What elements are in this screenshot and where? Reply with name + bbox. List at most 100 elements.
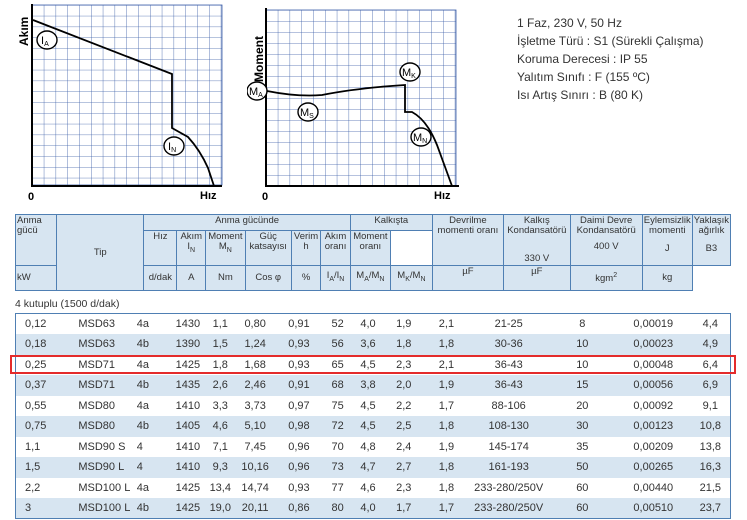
table-cell: 1435 — [170, 375, 206, 396]
moment-curve — [266, 84, 453, 187]
table-cell: 1410 — [175, 399, 201, 412]
table-cell: 2,3 — [396, 481, 412, 494]
table-cell: 1410 — [170, 457, 206, 478]
table-cell: 2,5 — [383, 416, 425, 437]
header-tip: Tip — [56, 214, 145, 291]
table-cell: 0,55 — [25, 399, 47, 412]
table-cell: 3,73 — [244, 399, 266, 412]
x-axis-label: Hız — [434, 190, 451, 202]
table-cell: 0,93 — [288, 481, 310, 494]
table-cell: 88-106 — [491, 399, 526, 412]
table-cell: 7,45 — [244, 440, 266, 453]
table-cell: 4,0 — [360, 318, 376, 330]
table-cell: 72 — [322, 416, 353, 437]
table-cell: MSD — [78, 440, 103, 453]
spec-phase: 1 Faz, 230 V, 50 Hz — [517, 16, 622, 30]
table-cell: 0,93 — [288, 358, 310, 371]
unit-uf-1: µF — [431, 265, 504, 291]
table-cell: 4a — [136, 481, 149, 494]
table-cell: 1,8 — [424, 416, 469, 437]
table-cell: 4,5 — [360, 399, 376, 412]
data-table: 0,12 MSD 63 4a 1430 1,1 0,80 0,91 52 4,0 1,9 2,1 21-… — [15, 313, 731, 519]
table-cell: 4 — [136, 457, 171, 478]
marker-ma: MA — [247, 81, 268, 101]
table-cell: 0,00510 — [616, 498, 691, 519]
grid — [31, 4, 223, 186]
table-cell: 2,0 — [383, 375, 425, 396]
table-cell: 2,2 — [396, 399, 412, 412]
unit-kgm2: kgm2 — [569, 265, 643, 291]
table-cell: 80 — [102, 416, 137, 437]
table-cell: 0,00023 — [616, 334, 691, 355]
marker-ia: IA — [36, 30, 58, 50]
table-cell: 1,7 — [424, 498, 469, 519]
table-cell: 1,9 — [438, 440, 455, 453]
table-cell: 10,16 — [235, 457, 276, 478]
unit-nm: Nm — [205, 265, 246, 291]
table-cell: MSD — [78, 358, 103, 371]
table-cell: MSD — [60, 334, 103, 355]
table-row: 0,75 MSD 80 4b 1405 4,6 5,10 0,98 72 4,5 2,5 1,8 108… — [15, 416, 731, 437]
table-cell: 0,00123 — [616, 416, 691, 437]
table-cell: 1,5 — [205, 334, 236, 355]
table-cell: 0,00440 — [633, 481, 674, 494]
svg-text:MS: MS — [300, 107, 314, 120]
header-guc-katsayisi: Güç katsayısı — [244, 230, 292, 266]
table-row: 0,25 MSD 71 4a 1425 1,8 1,68 0,93 65 4,5 2,3 2,1 36-… — [16, 355, 731, 376]
table-cell: 0,00056 — [616, 375, 691, 396]
table-cell: 6,9 — [690, 375, 731, 396]
table-cell: 63 — [102, 318, 116, 330]
table-cell: 9,1 — [702, 399, 718, 412]
table-cell: 14,74 — [241, 481, 269, 494]
table-cell: 80 — [102, 399, 116, 412]
table-cell: MSD — [78, 318, 103, 330]
table-cell: 145-174 — [488, 440, 529, 453]
table-row: 0,18 MSD 63 4b 1390 1,5 1,24 0,93 56 3,6 1,8 1,8 30-… — [15, 334, 731, 355]
svg-text:IN: IN — [168, 141, 176, 154]
table-cell: 90 L — [102, 457, 137, 478]
moment-speed-chart: Moment Hız 0 MA MS MK MN — [247, 8, 459, 203]
table-cell: 5,10 — [235, 416, 276, 437]
table-cell: 1410 — [175, 440, 201, 453]
marker-ms: MS — [297, 102, 319, 122]
table-cell: 20,11 — [235, 498, 276, 519]
table-cell: 1,8 — [438, 481, 455, 494]
table-cell: 100 L — [102, 481, 131, 494]
header-anma-gucunde: Anma gücünde — [143, 213, 351, 232]
y-axis-label: Akım — [17, 17, 31, 46]
table-cell: 1,8 — [424, 334, 469, 355]
unit-ddak: d/dak — [143, 265, 178, 291]
svg-text:MN: MN — [413, 132, 427, 145]
table-cell: 6,4 — [702, 358, 718, 371]
table-cell: 3,6 — [352, 334, 384, 355]
table-cell: 4,7 — [352, 457, 384, 478]
table-cell: 3,3 — [212, 399, 228, 412]
header-akim-orani: Akım oranı — [320, 230, 351, 266]
spec-list: 1 Faz, 230 V, 50 Hz İşletme Türü : S1 (S… — [517, 14, 704, 104]
table-cell: 1,24 — [235, 334, 276, 355]
table-cell: 16,3 — [690, 457, 731, 478]
table-cell: 71 — [102, 375, 137, 396]
header-agirlik: Yaklaşık ağırlık B3 — [691, 214, 732, 266]
table-row: 0,55 MSD 80 4a 1410 3,3 3,73 0,97 75 4,5 2,2 1,7 88-… — [16, 396, 731, 417]
table-cell: 20 — [576, 399, 589, 412]
table-cell: 13,8 — [699, 440, 721, 453]
table-cell: 1425 — [170, 498, 206, 519]
table-cell: 161-193 — [468, 457, 549, 478]
table-cell: 7,1 — [212, 440, 228, 453]
table-cell: 1,68 — [244, 358, 266, 371]
table-row: 1,5 MSD 90 L 4 1410 9,3 10,16 0,96 73 4,7 2,7 1,8 16… — [15, 457, 731, 478]
highlight-box — [10, 355, 736, 374]
table-row: 3 MSD 100 L 4b 1425 19,0 20,11 0,86 80 4,0 1,7 1,7 2… — [15, 498, 731, 519]
marker-mn: MN — [410, 127, 432, 147]
table-cell: 0,12 — [25, 318, 47, 330]
table-cell: 2,1 — [438, 318, 455, 330]
table-row: 1,1 MSD 90 S 4 1410 7,1 7,45 0,96 70 4,8 2,4 1,9 145… — [16, 437, 731, 458]
table-cell: 0,91 — [275, 375, 323, 396]
table-cell: 4a — [136, 399, 149, 412]
current-curve — [32, 19, 215, 187]
table-cell: 63 — [102, 334, 137, 355]
header-anma-gucu: Anma gücü — [14, 214, 58, 266]
table-cell: 30-36 — [468, 334, 549, 355]
table-cell: MSD — [78, 399, 103, 412]
